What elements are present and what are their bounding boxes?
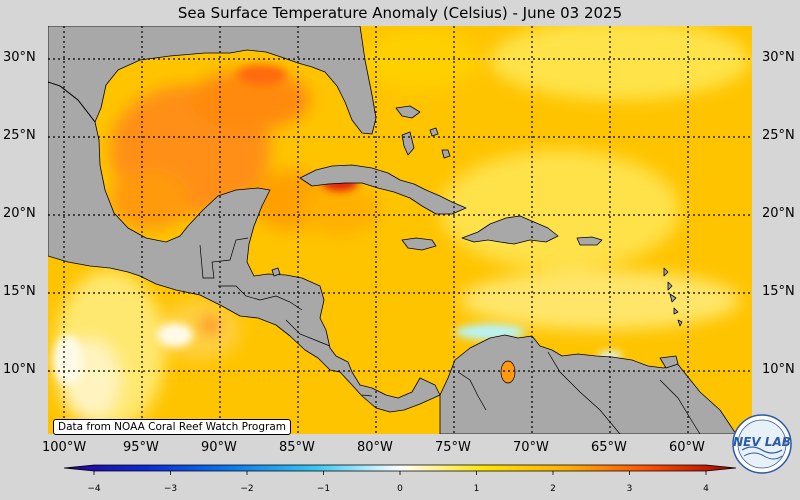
colorbar-tick-label: −3 — [163, 484, 178, 494]
land-north-america — [48, 26, 377, 135]
lat-label-right: 25°N — [762, 128, 795, 143]
land-bahamas-4 — [441, 149, 451, 159]
land-hispaniola — [461, 215, 559, 245]
colorbar-tick-label: 1 — [473, 484, 480, 494]
land-yucatan-island — [271, 267, 281, 277]
land — [48, 26, 737, 434]
lat-label-left: 15°N — [3, 284, 36, 299]
lat-label-left: 25°N — [3, 128, 36, 143]
land-bahamas-2 — [401, 131, 415, 156]
land-mexico-central-america — [48, 81, 441, 413]
land-bahamas-3 — [429, 127, 439, 137]
land-south-america — [439, 334, 737, 434]
cool-patches — [53, 323, 622, 385]
data-credit: Data from NOAA Coral Reef Watch Program — [53, 419, 291, 435]
lon-label: 70°W — [513, 440, 549, 455]
land-trinidad — [659, 355, 679, 369]
colorbar-tick-label: −1 — [316, 484, 331, 494]
land-puerto-rico — [576, 236, 603, 246]
land-bahamas-1 — [395, 105, 421, 119]
graticule — [48, 26, 752, 434]
colorbar-tick-label: 0 — [397, 484, 403, 494]
lon-label: 85°W — [279, 440, 315, 455]
lat-label-right: 30°N — [762, 50, 795, 65]
lon-label: 95°W — [123, 440, 159, 455]
lon-label: 80°W — [357, 440, 393, 455]
colorbar-tick-label: −4 — [87, 484, 101, 494]
lat-label-right: 20°N — [762, 206, 795, 221]
colorbar-tick-label: 3 — [626, 484, 633, 494]
lat-label-left: 10°N — [3, 362, 36, 377]
lon-label: 90°W — [201, 440, 237, 455]
lon-label: 75°W — [435, 440, 471, 455]
lat-label-left: 30°N — [3, 50, 36, 65]
borders — [48, 81, 701, 434]
map-area — [48, 26, 752, 434]
lon-label: 60°W — [669, 440, 705, 455]
lat-label-left: 20°N — [3, 206, 36, 221]
lat-label-right: 15°N — [762, 284, 795, 299]
colorbar-tick-label: −2 — [240, 484, 254, 494]
land-jamaica — [401, 237, 437, 251]
lake-maracaibo — [500, 360, 516, 384]
lat-label-right: 10°N — [762, 362, 795, 377]
nev-lab-logo: NEV LAB — [732, 414, 792, 474]
land-cuba — [299, 164, 467, 215]
colorbar-ticks — [93, 471, 707, 475]
colorbar — [63, 464, 737, 475]
svg-text:NEV LAB: NEV LAB — [733, 435, 791, 449]
land-small-antilles — [663, 267, 683, 327]
colorbar-tick-label: 2 — [550, 484, 556, 494]
map-title: Sea Surface Temperature Anomaly (Celsius… — [177, 4, 623, 22]
lon-label: 100°W — [42, 440, 87, 455]
lon-label: 65°W — [591, 440, 627, 455]
colorbar-tick-label: 4 — [703, 484, 709, 494]
